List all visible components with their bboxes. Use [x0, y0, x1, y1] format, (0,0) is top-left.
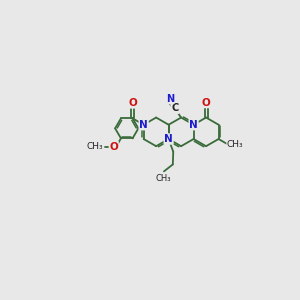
- Text: N: N: [164, 134, 173, 144]
- Text: O: O: [202, 98, 210, 107]
- Text: O: O: [128, 98, 137, 108]
- Text: CH₃: CH₃: [87, 142, 104, 151]
- Text: C: C: [171, 103, 178, 113]
- Text: CH₃: CH₃: [227, 140, 243, 149]
- Text: O: O: [110, 142, 118, 152]
- Text: N: N: [139, 120, 148, 130]
- Text: CH₃: CH₃: [155, 174, 170, 183]
- Text: N: N: [166, 94, 174, 103]
- Text: N: N: [189, 120, 198, 130]
